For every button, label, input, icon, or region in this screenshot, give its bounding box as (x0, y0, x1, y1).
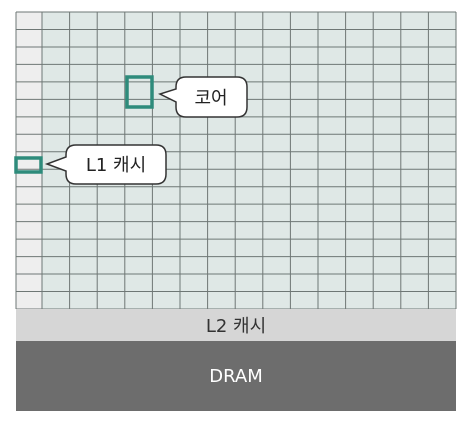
core-callout-bubble (158, 76, 248, 118)
core-grid (15, 11, 457, 310)
l1-cache-callout: L1 캐시 (44, 144, 167, 185)
l1-cache-label: L1 캐시 (86, 155, 146, 176)
dram-label: DRAM (209, 366, 262, 387)
dram-band (16, 341, 456, 411)
l1-cache-callout-bubble (44, 144, 167, 185)
l1-cache-highlight (14, 156, 43, 174)
l1-cache-column (16, 12, 42, 309)
l2-cache-band (16, 309, 456, 341)
core-callout: 코어 (158, 76, 248, 118)
l2-cache-label: L2 캐시 (206, 316, 266, 337)
core-label: 코어 (194, 88, 227, 109)
core-highlight (125, 75, 154, 109)
